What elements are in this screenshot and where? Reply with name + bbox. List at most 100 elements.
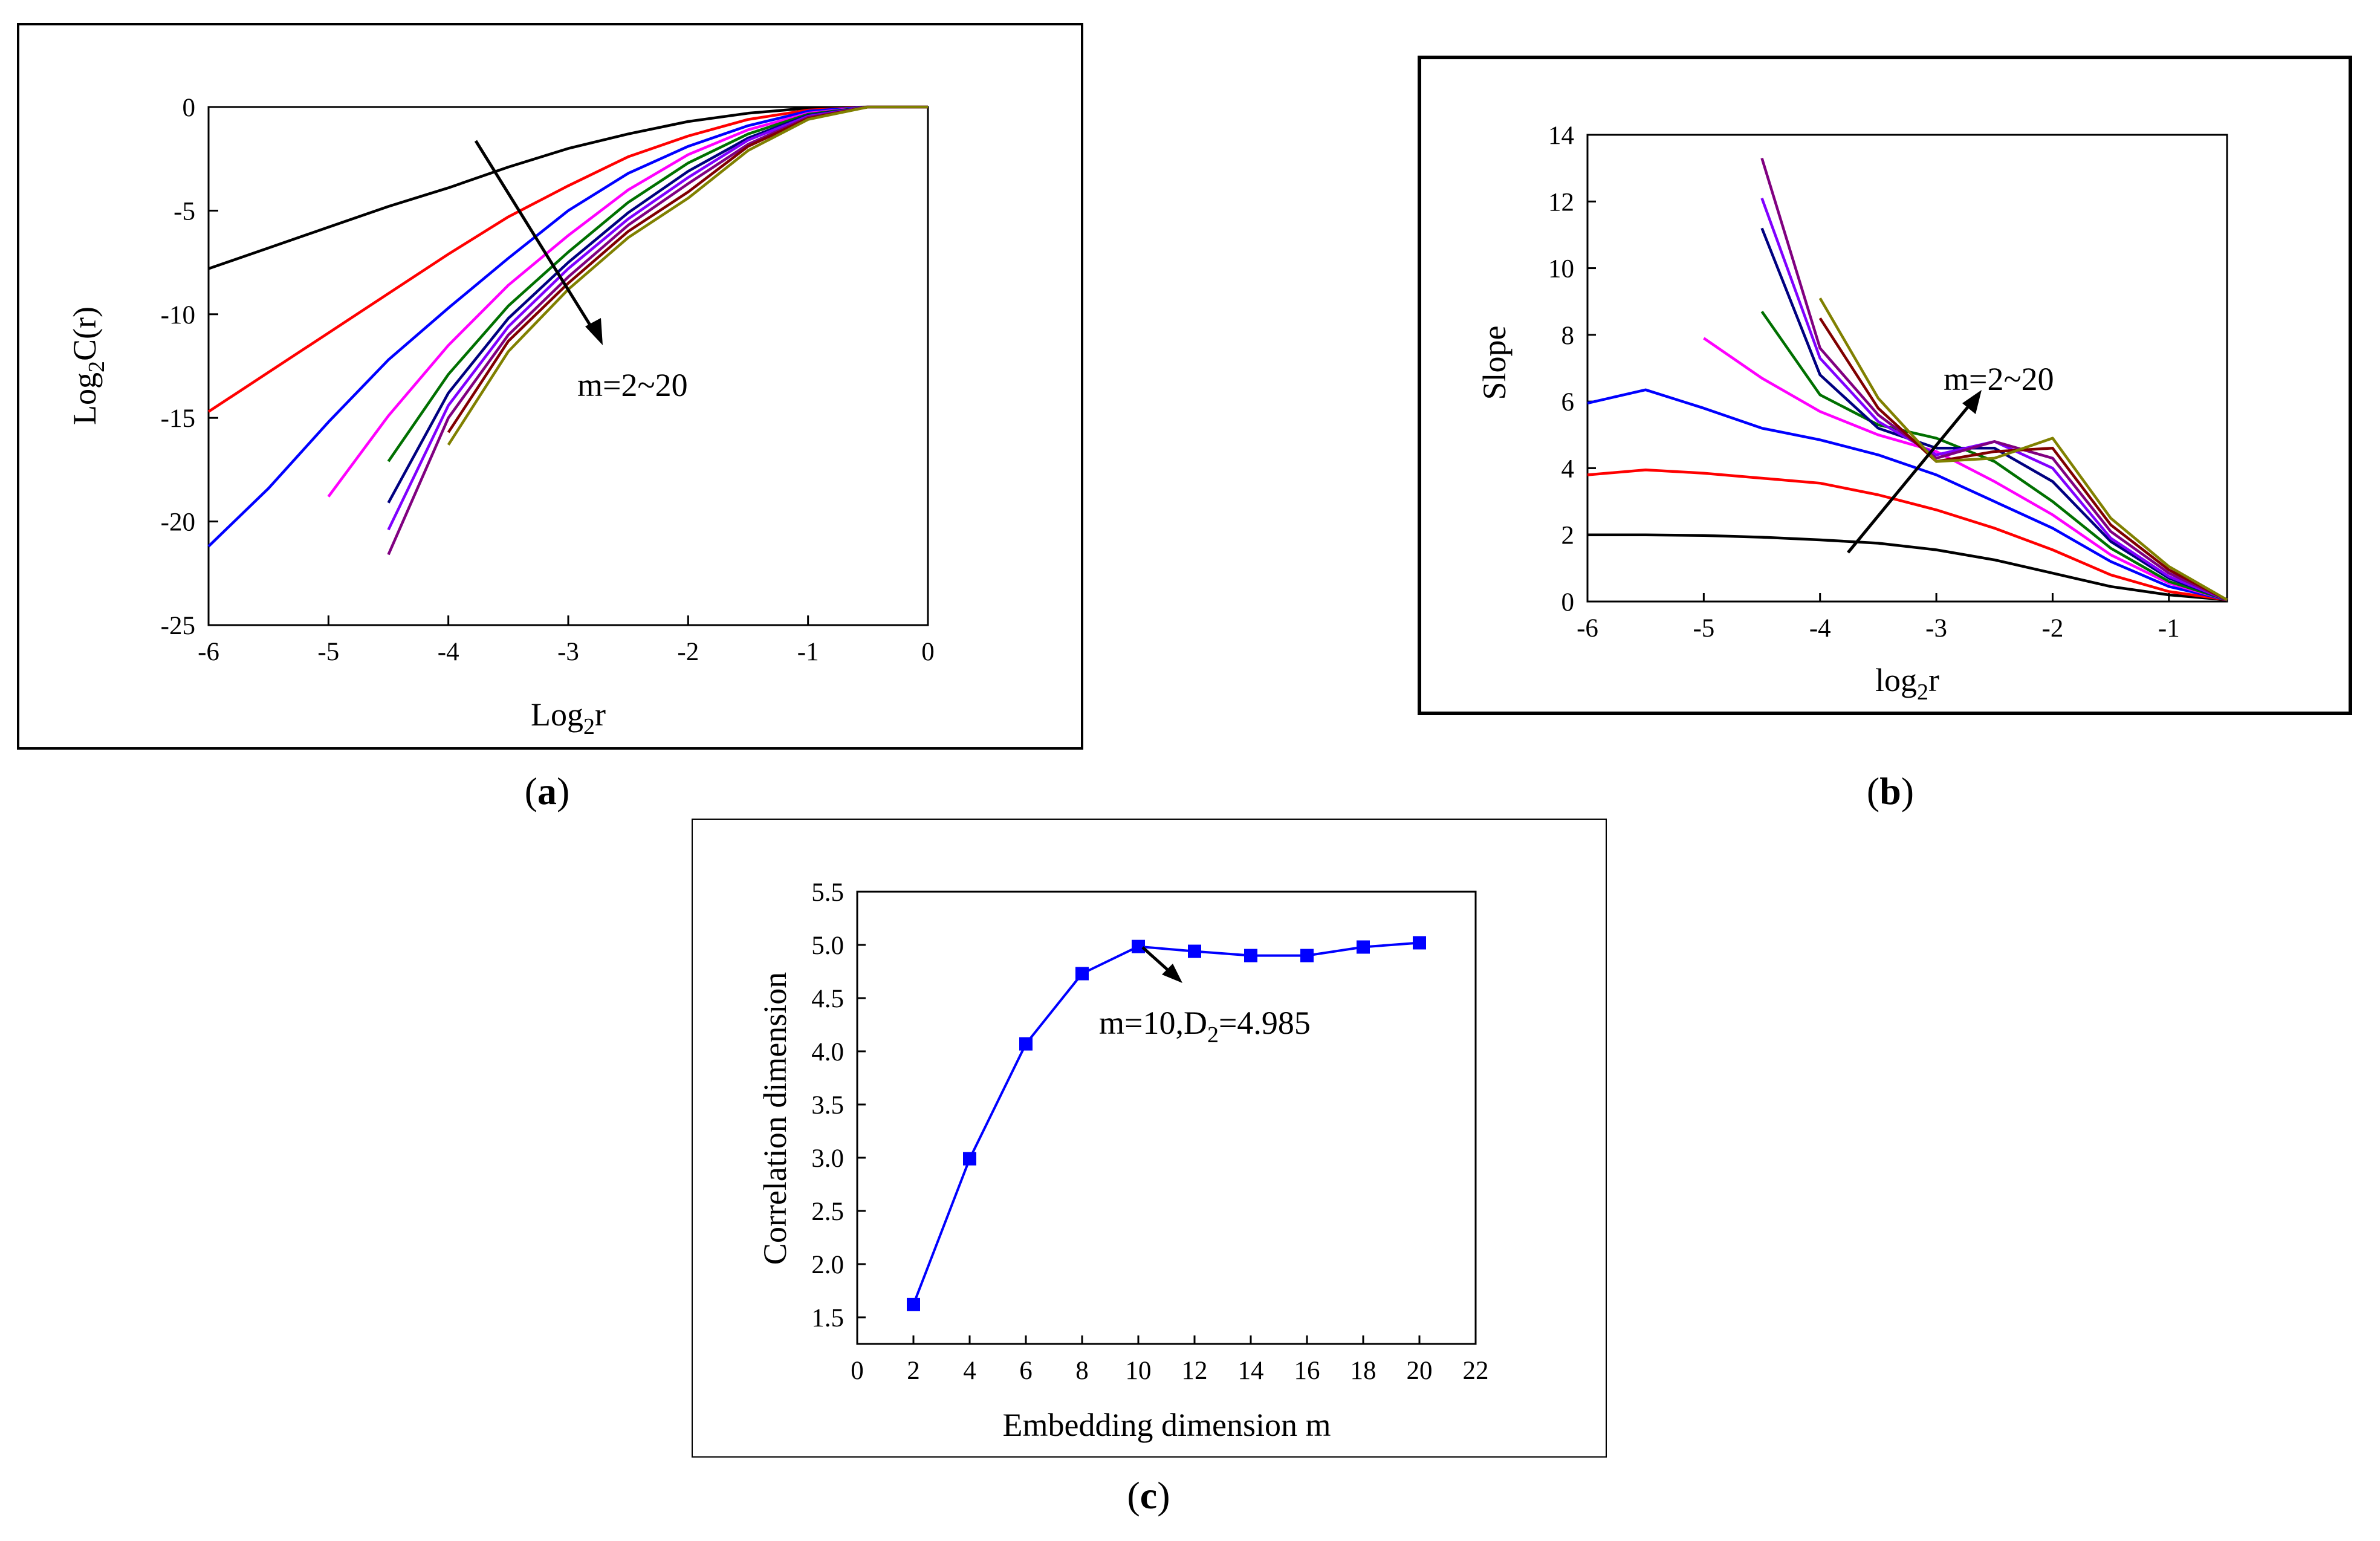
panel-b-ylabel-pre: Slope [1476, 325, 1513, 400]
panel-b-xlabel: log2r [1875, 662, 1939, 705]
panel-c-ylabel: Correlation dimension [757, 972, 793, 1265]
x-tick-label: -6 [1577, 614, 1598, 643]
series-line-m-2 [208, 105, 928, 270]
series-line-m-18 [1818, 317, 2228, 602]
data-point [1357, 940, 1370, 954]
panel-a-xlabel-sub: 2 [583, 714, 595, 739]
panel-a-xlabel: Log2r [531, 696, 606, 739]
panel-a-ylabel-sub: 2 [84, 361, 109, 372]
x-tick-label: -2 [2042, 614, 2064, 643]
panel-c-label-letter: c [1140, 1474, 1157, 1517]
x-tick-label: -5 [317, 638, 339, 666]
series-line-m-16 [1760, 157, 2228, 602]
y-tick-label: 12 [1548, 188, 1574, 216]
y-tick-label: 3.5 [811, 1091, 844, 1120]
series-line-m-10 [1760, 311, 2228, 602]
data-point [1132, 939, 1145, 953]
series-line-correlation-dimension [912, 941, 1420, 1305]
panel-c: 0 2 4 6 8 10 12 14 16 18 20 22 1.5 2.0 2.5 3.0 3.5 4.0 4.5… [692, 819, 1607, 1517]
x-tick-label: 4 [963, 1357, 976, 1385]
y-tick-label: 4.0 [811, 1038, 844, 1066]
y-tick-label: 14 [1548, 122, 1574, 150]
panel-a-frame [17, 23, 1083, 750]
x-tick-label: -4 [438, 638, 459, 666]
y-tick-label: 4 [1561, 455, 1575, 483]
panel-b-label-letter: b [1879, 770, 1901, 813]
data-point [1188, 944, 1201, 958]
panel-a-ticks: -6 -5 -4 -3 -2 -1 0-25-20-15-10-50 [161, 94, 935, 666]
panel-c-plot-area [856, 891, 1477, 1345]
y-tick-label: 2 [1561, 522, 1575, 550]
panel-a-ylabel-pre: Log [66, 372, 103, 425]
y-tick-label: 0 [1561, 588, 1575, 617]
x-tick-label: -1 [2158, 614, 2180, 643]
panel-c-ticks: 0 2 4 6 8 10 12 14 16 18 20 22 1.5 2.0 2.5 3.0 3.5 4.0 4.5… [811, 878, 1488, 1385]
series-line-m-12 [1760, 227, 2228, 602]
x-tick-label: 20 [1407, 1357, 1433, 1385]
y-tick-label: 2.0 [811, 1251, 844, 1279]
x-tick-label: 12 [1182, 1357, 1208, 1385]
y-tick-label: 8 [1561, 322, 1575, 350]
panel-b-xlabel-pre: log [1875, 662, 1917, 698]
y-tick-label: 5.5 [811, 878, 844, 907]
series-line-m-20 [447, 105, 928, 446]
panel-c-annotation: m=10,D2=4.985 [1099, 1005, 1311, 1048]
x-tick-label: 16 [1294, 1357, 1320, 1385]
x-tick-label: 0 [851, 1357, 864, 1385]
series-line-m-4 [1587, 468, 2228, 602]
panel-c-series [907, 936, 1426, 1311]
series-line-m-2 [1587, 533, 2228, 602]
panel-b-ylabel: Slope [1476, 325, 1513, 400]
data-point [1019, 1037, 1033, 1051]
panel-a-ylabel-post: C(r) [66, 307, 103, 361]
panel-c-annotation-pre: m=10,D [1099, 1005, 1207, 1041]
panel-b-xlabel-sub: 2 [1917, 680, 1928, 705]
panel-b-label: (b) [1867, 770, 1914, 813]
x-tick-label: -3 [557, 638, 579, 666]
y-tick-label: -5 [173, 197, 195, 225]
panel-a-annotation: m=2~20 [577, 367, 688, 403]
panel-a-xlabel-pre: Log [531, 696, 583, 733]
x-tick-label: 2 [907, 1357, 920, 1385]
data-point [907, 1297, 920, 1311]
series-line-m-6 [207, 105, 928, 548]
panel-c-annotation-post: =4.985 [1219, 1005, 1311, 1041]
x-tick-label: -3 [1925, 614, 1947, 643]
panel-c-frame [692, 819, 1607, 1458]
panel-a-label-letter: a [537, 770, 557, 813]
panel-c-label: (c) [1127, 1474, 1170, 1517]
data-point [963, 1152, 976, 1166]
series-line-m-6 [1587, 388, 2228, 602]
x-tick-label: -4 [1809, 614, 1831, 643]
panel-b-ticks: -6 -5 -4 -3 -2 -1 0 2 4 6 8 10 12 14 [1548, 122, 2180, 643]
y-tick-label: 2.5 [811, 1198, 844, 1226]
x-tick-label: 22 [1463, 1357, 1489, 1385]
panel-a-series [207, 105, 928, 556]
y-tick-label: -25 [161, 612, 195, 640]
series-line-m-8 [1703, 337, 2228, 602]
series-line-m-20 [1818, 297, 2228, 602]
y-tick-label: 1.5 [811, 1304, 844, 1332]
data-point [1300, 949, 1314, 962]
y-tick-label: 5.0 [811, 932, 844, 960]
panel-a-xlabel-post: r [595, 696, 606, 733]
y-tick-label: 10 [1548, 255, 1574, 284]
panel-b-frame [1418, 56, 2352, 715]
panel-a-ylabel: Log2C(r) [66, 307, 109, 425]
y-tick-label: 6 [1561, 388, 1575, 417]
y-tick-label: 3.0 [811, 1144, 844, 1173]
data-point [1075, 967, 1089, 981]
y-tick-label: -20 [161, 508, 195, 537]
data-point [1244, 949, 1257, 962]
y-tick-label: 0 [183, 94, 196, 122]
panel-a-label: (a) [525, 770, 570, 813]
x-tick-label: 14 [1238, 1357, 1264, 1385]
panel-c-xlabel: Embedding dimension m [1003, 1407, 1331, 1443]
panel-c-annotation-arrow [1141, 946, 1182, 983]
panel-a: -6 -5 -4 -3 -2 -1 0-25-20-15-10-50 m=2~20 Log2… [17, 23, 1083, 813]
panel-b-annotation-arrow [1847, 390, 1982, 554]
x-tick-label: -6 [198, 638, 219, 666]
x-tick-label: 18 [1351, 1357, 1376, 1385]
x-tick-label: -5 [1693, 614, 1714, 643]
